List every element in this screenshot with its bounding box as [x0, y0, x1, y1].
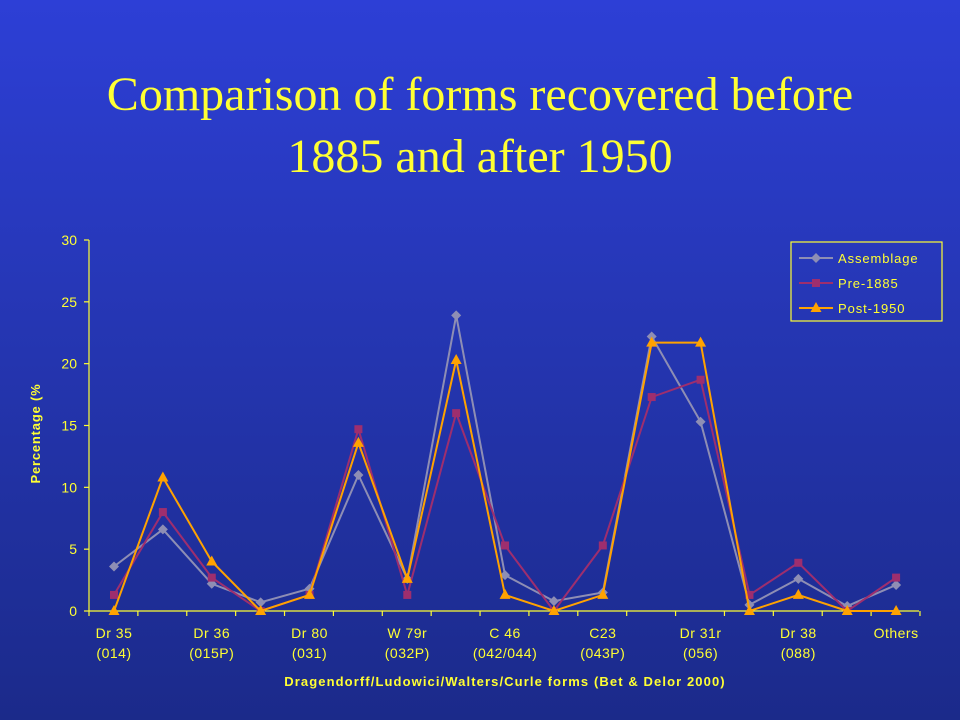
x-tick-label: (031) — [292, 645, 327, 661]
data-point-post-1950 — [646, 336, 658, 347]
y-tick-label: 20 — [61, 356, 77, 372]
data-point-assemblage — [548, 596, 559, 607]
series-line-assemblage — [113, 315, 897, 608]
y-tick-label: 30 — [61, 232, 77, 248]
data-point-assemblage — [255, 597, 266, 608]
x-tick-label: (056) — [683, 645, 718, 661]
x-tick-label: W 79r — [387, 625, 427, 641]
legend-marker-pre-1885 — [812, 279, 820, 287]
data-point-post-1950 — [401, 572, 413, 583]
y-tick-label: 15 — [61, 418, 77, 434]
data-point-pre-1885 — [598, 541, 607, 550]
x-tick-label: Dr 35 — [96, 625, 133, 641]
data-point-assemblage — [695, 416, 706, 427]
data-point-pre-1885 — [647, 393, 656, 402]
data-point-pre-1885 — [158, 508, 167, 517]
data-point-pre-1885 — [696, 375, 705, 384]
data-point-post-1950 — [597, 588, 609, 599]
data-point-post-1950 — [206, 555, 218, 566]
data-point-post-1950 — [792, 588, 804, 599]
x-tick-label: (032P) — [385, 645, 430, 661]
data-point-pre-1885 — [207, 573, 216, 582]
y-tick-label: 10 — [61, 479, 77, 495]
slide-title-line-1: Comparison of forms recovered before — [106, 68, 854, 121]
data-point-post-1950 — [352, 436, 364, 447]
series-post-1950 — [108, 336, 902, 615]
x-tick-label: Dr 36 — [193, 625, 230, 641]
slide-title-line-2: 1885 and after 1950 — [287, 130, 673, 183]
data-point-assemblage — [451, 310, 462, 321]
y-axis-title: Percentage (% — [28, 384, 43, 484]
data-point-post-1950 — [450, 353, 462, 364]
x-tick-label: (043P) — [580, 645, 625, 661]
data-point-pre-1885 — [794, 558, 803, 567]
data-point-assemblage — [109, 561, 119, 572]
x-tick-label: (088) — [781, 645, 816, 661]
y-tick-label: 25 — [61, 294, 77, 310]
data-point-post-1950 — [743, 605, 755, 615]
data-point-post-1950 — [255, 605, 267, 615]
data-point-assemblage — [353, 469, 364, 480]
data-point-assemblage — [157, 524, 168, 535]
x-tick-label: C23 — [589, 625, 616, 641]
x-axis-title: Dragendorff/Ludowici/Walters/Curle forms… — [284, 674, 725, 689]
data-point-post-1950 — [841, 605, 853, 615]
data-point-assemblage — [646, 331, 657, 342]
legend-label-pre-1885: Pre-1885 — [838, 276, 899, 291]
series-assemblage — [109, 310, 902, 612]
data-point-post-1950 — [548, 605, 560, 615]
data-point-post-1950 — [890, 605, 902, 615]
data-point-assemblage — [891, 580, 902, 591]
x-tick-label: (042/044) — [473, 645, 537, 661]
data-point-pre-1885 — [501, 541, 510, 550]
x-tick-label: (015P) — [189, 645, 234, 661]
data-point-pre-1885 — [403, 590, 412, 599]
x-tick-label: Dr 80 — [291, 625, 328, 641]
data-point-post-1950 — [499, 588, 511, 599]
data-point-assemblage — [500, 570, 511, 581]
x-tick-label: Dr 38 — [780, 625, 817, 641]
data-point-pre-1885 — [452, 409, 461, 418]
x-tick-label: Others — [874, 625, 919, 641]
x-tick-label: (014) — [96, 645, 131, 661]
data-point-pre-1885 — [354, 425, 363, 434]
data-point-pre-1885 — [892, 573, 901, 582]
data-point-post-1950 — [304, 588, 316, 599]
legend-label-assemblage: Assemblage — [838, 251, 919, 266]
y-tick-label: 0 — [69, 603, 77, 619]
data-point-post-1950 — [108, 605, 120, 615]
legend-box — [790, 241, 943, 322]
legend-label-post-1950: Post-1950 — [838, 301, 905, 316]
data-point-pre-1885 — [110, 590, 118, 599]
y-tick-label: 5 — [69, 541, 77, 557]
data-point-assemblage — [793, 573, 804, 584]
data-point-post-1950 — [157, 471, 169, 482]
x-tick-label: Dr 31r — [680, 625, 722, 641]
legend-marker-post-1950 — [810, 302, 822, 312]
legend-marker-assemblage — [811, 253, 821, 263]
slide-title: Comparison of forms recovered before 188… — [0, 64, 960, 188]
data-point-post-1950 — [695, 336, 707, 347]
x-tick-label: C 46 — [489, 625, 521, 641]
data-point-pre-1885 — [745, 590, 754, 599]
